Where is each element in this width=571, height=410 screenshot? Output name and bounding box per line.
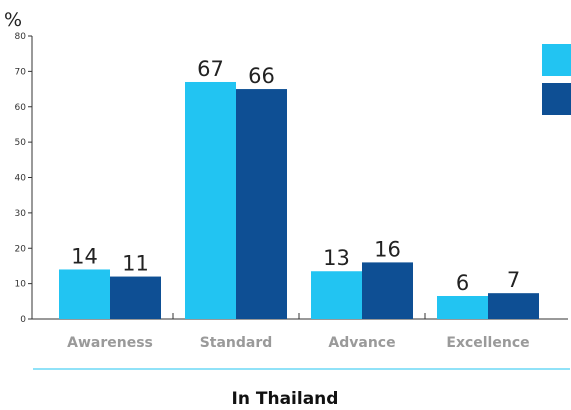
y-unit-label: %: [4, 9, 22, 31]
bar-standard-series-1: [185, 81, 236, 319]
data-label: 14: [71, 244, 98, 268]
y-tick-label: 50: [15, 138, 27, 148]
bar-advance-series-1: [311, 271, 362, 319]
category-label-standard: Standard: [200, 335, 273, 351]
y-axis: 0 10 20 30 40 50 60 70 80: [15, 32, 33, 325]
y-tick-label: 20: [15, 244, 27, 254]
y-tick-label: 80: [15, 32, 27, 42]
bar-standard-series-2: [236, 89, 287, 319]
y-tick-label: 60: [15, 103, 27, 113]
y-tick-label: 70: [15, 67, 27, 77]
bar-group: [59, 81, 539, 319]
category-label-excellence: Excellence: [446, 335, 529, 351]
bar-advance-series-2: [362, 262, 413, 319]
bar-excellence-series-1: [437, 296, 488, 319]
data-label: 16: [374, 237, 401, 261]
y-tick-label: 0: [20, 315, 26, 325]
data-label: 13: [323, 246, 350, 270]
y-tick-label: 30: [15, 209, 27, 219]
data-label: 7: [507, 268, 520, 292]
y-tick-label: 40: [15, 174, 27, 184]
category-label-group: Awareness Standard Advance Excellence: [67, 335, 530, 351]
bar-awareness-series-2: [110, 276, 161, 319]
y-tick-label: 10: [15, 280, 27, 290]
category-label-advance: Advance: [328, 335, 395, 351]
data-label: 66: [248, 64, 275, 88]
chart-caption: In Thailand: [232, 389, 339, 409]
data-label: 11: [122, 252, 149, 276]
legend: [542, 44, 571, 115]
category-label-awareness: Awareness: [67, 335, 153, 351]
bar-awareness-series-1: [59, 269, 110, 319]
legend-swatch-series-1: [542, 44, 571, 76]
legend-swatch-series-2: [542, 83, 571, 115]
data-label: 67: [197, 57, 224, 81]
data-label-group: 14 67 13 6 11 66 16 7: [71, 57, 520, 295]
bar-excellence-series-2: [488, 293, 539, 319]
data-label: 6: [456, 271, 469, 295]
